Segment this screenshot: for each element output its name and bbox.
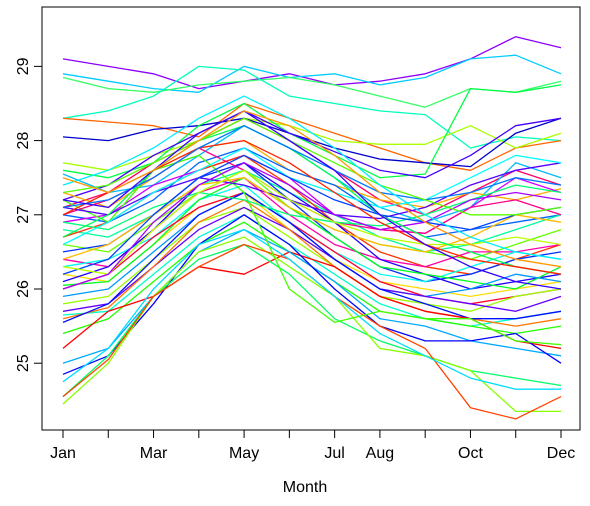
- x-axis-title: Month: [283, 479, 327, 496]
- x-axis: Jan Mar May Jul Aug Oct Dec: [50, 430, 575, 462]
- series-line: [62, 110, 562, 290]
- series-line: [62, 154, 562, 234]
- series-line: [62, 54, 562, 93]
- x-tick-label: Jul: [324, 445, 344, 462]
- series-line: [62, 177, 562, 290]
- series-line: [62, 206, 562, 312]
- series-line: [62, 154, 562, 346]
- y-tick-label: 28: [15, 132, 32, 150]
- series-line: [62, 236, 561, 413]
- x-tick-label: Jan: [50, 445, 76, 462]
- x-tick-label: Oct: [458, 445, 483, 462]
- series-line: [62, 199, 562, 327]
- series-line: [62, 243, 562, 420]
- series-line: [62, 102, 562, 171]
- x-tick-label: Aug: [366, 445, 394, 462]
- series-line: [62, 191, 562, 324]
- series-line: [62, 110, 562, 268]
- series-line: [62, 117, 562, 216]
- series-line: [62, 162, 562, 290]
- y-tick-label: 27: [15, 206, 32, 224]
- series-line: [62, 191, 562, 305]
- series-line: [62, 84, 562, 179]
- series-line: [62, 125, 562, 209]
- x-tick-label: May: [229, 445, 259, 462]
- y-tick-label: 29: [15, 57, 32, 75]
- y-axis: 25 26 27 28 29: [15, 57, 42, 372]
- series-line: [62, 76, 562, 108]
- series-line: [62, 65, 562, 149]
- series-line: [62, 177, 562, 260]
- plot-frame: [41, 6, 581, 431]
- series-layer: [62, 36, 562, 420]
- x-tick-label: Mar: [140, 445, 168, 462]
- series-line: [62, 154, 562, 275]
- series-line: [62, 147, 562, 246]
- series-line: [62, 36, 562, 90]
- series-line: [62, 95, 562, 260]
- series-line: [62, 214, 562, 375]
- series-line: [62, 110, 562, 201]
- series-line: [62, 228, 561, 390]
- y-tick-label: 25: [15, 354, 32, 372]
- y-tick-label: 26: [15, 280, 32, 298]
- x-tick-label: Dec: [547, 445, 575, 462]
- series-line: [62, 125, 562, 275]
- series-line: [62, 162, 562, 220]
- series-line: [62, 169, 562, 275]
